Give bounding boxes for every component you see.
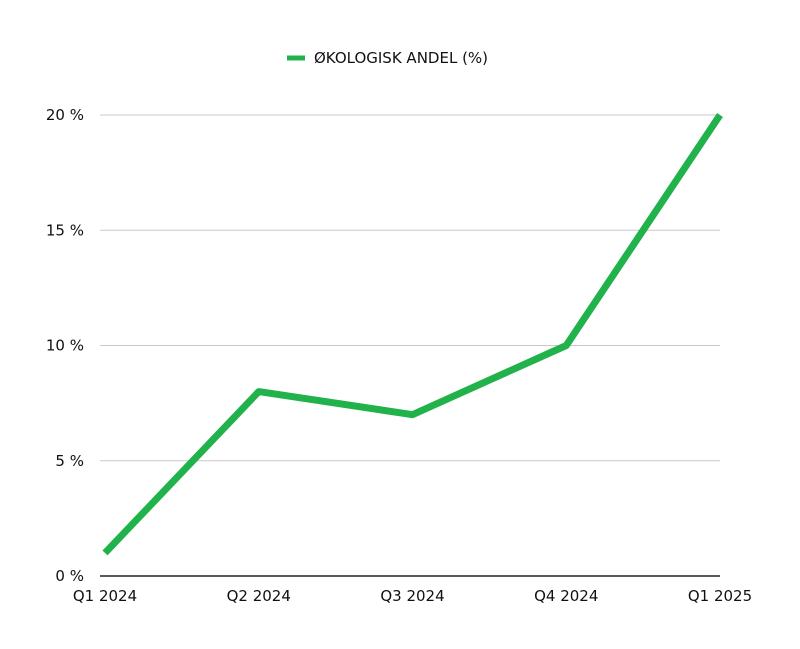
legend-label: ØKOLOGISK ANDEL (%)	[314, 49, 488, 67]
x-tick-label: Q1 2024	[73, 587, 137, 605]
y-tick-label: 0 %	[55, 567, 84, 585]
y-tick-label: 5 %	[55, 452, 84, 470]
y-tick-label: 20 %	[46, 106, 84, 124]
legend: ØKOLOGISK ANDEL (%)	[287, 49, 488, 67]
x-tick-label: Q3 2024	[380, 587, 444, 605]
x-tick-label: Q2 2024	[227, 587, 291, 605]
gridlines	[100, 114, 720, 577]
x-tick-label: Q4 2024	[534, 587, 598, 605]
x-tick-label: Q1 2025	[688, 587, 752, 605]
x-axis-tick-labels: Q1 2024 Q2 2024 Q3 2024 Q4 2024 Q1 2025	[73, 587, 752, 605]
y-tick-label: 15 %	[46, 221, 84, 239]
y-tick-label: 10 %	[46, 337, 84, 355]
series-lines	[102, 113, 723, 556]
y-axis-tick-labels: 0 % 5 % 10 % 15 % 20 %	[46, 106, 84, 585]
series-line	[102, 113, 723, 556]
